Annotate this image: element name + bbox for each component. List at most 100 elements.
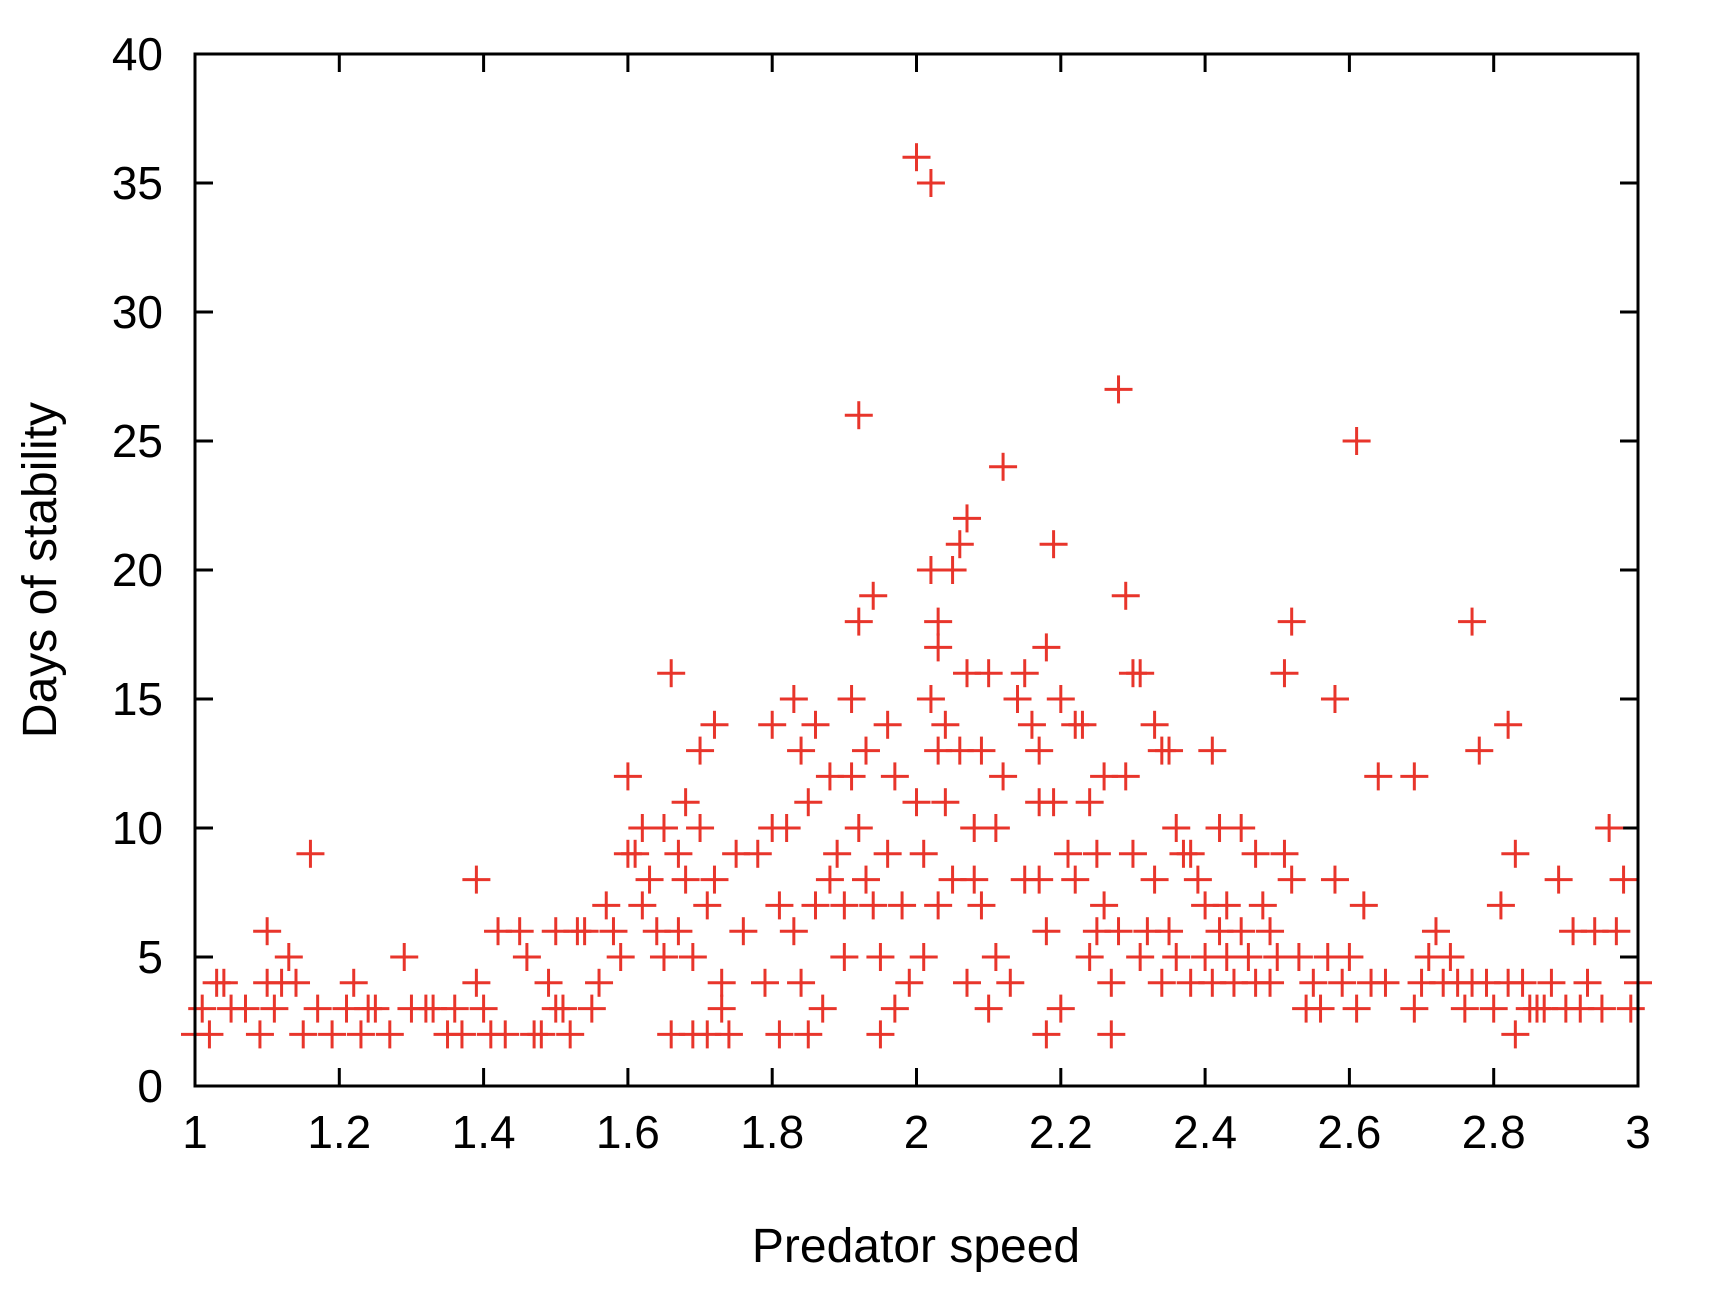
data-point xyxy=(209,968,238,997)
data-point xyxy=(1155,736,1184,765)
plot-frame xyxy=(193,52,1640,1088)
data-point xyxy=(1277,607,1306,636)
data-point xyxy=(664,839,693,868)
data-point xyxy=(1342,427,1371,455)
data-point xyxy=(844,607,873,636)
data-point xyxy=(974,994,1003,1023)
data-point xyxy=(1155,917,1184,946)
y-tick-label: 35 xyxy=(112,157,163,209)
data-point xyxy=(967,736,996,765)
data-point xyxy=(671,788,700,817)
data-point xyxy=(671,865,700,894)
data-point xyxy=(931,710,960,739)
data-point xyxy=(931,788,960,817)
data-point xyxy=(729,917,758,946)
data-point xyxy=(787,968,816,997)
data-point xyxy=(318,1020,347,1049)
data-point xyxy=(1602,917,1631,946)
data-point xyxy=(895,968,924,997)
data-point xyxy=(1616,994,1645,1023)
data-point xyxy=(1162,943,1191,971)
data-point xyxy=(707,968,736,997)
data-point xyxy=(1032,1020,1061,1049)
data-point xyxy=(1364,762,1393,791)
data-point xyxy=(866,1020,895,1049)
data-point xyxy=(1111,762,1140,791)
data-point xyxy=(996,968,1025,997)
data-point xyxy=(1140,710,1169,739)
data-point xyxy=(880,994,909,1023)
data-point xyxy=(779,685,808,713)
data-point xyxy=(981,814,1010,842)
data-point xyxy=(1147,968,1176,997)
data-point xyxy=(274,943,303,971)
data-point xyxy=(1032,633,1061,662)
data-point xyxy=(1400,994,1429,1023)
data-point xyxy=(837,762,866,791)
data-point xyxy=(1090,891,1119,920)
data-point xyxy=(1039,788,1068,817)
data-point xyxy=(924,633,953,662)
data-point xyxy=(967,891,996,920)
data-point xyxy=(1284,943,1313,971)
data-point xyxy=(1486,891,1515,920)
data-point xyxy=(1501,1020,1530,1049)
data-point xyxy=(888,891,917,920)
data-point xyxy=(1458,607,1487,636)
data-point xyxy=(1320,865,1349,894)
y-tick-label: 5 xyxy=(137,931,163,983)
data-point xyxy=(989,762,1018,791)
data-point xyxy=(714,1020,743,1049)
data-point xyxy=(1183,865,1212,894)
data-point xyxy=(1421,917,1450,946)
data-point xyxy=(902,788,931,817)
data-point xyxy=(974,659,1003,688)
data-point xyxy=(505,917,534,946)
data-point xyxy=(512,943,541,971)
data-point xyxy=(1450,994,1479,1023)
data-point xyxy=(469,994,498,1023)
data-point xyxy=(1046,994,1075,1023)
data-point xyxy=(1349,891,1378,920)
data-point xyxy=(815,865,844,894)
data-point xyxy=(808,994,837,1023)
data-point xyxy=(1198,736,1227,765)
y-tick-label: 10 xyxy=(112,802,163,854)
data-point xyxy=(801,710,830,739)
data-point xyxy=(577,994,606,1023)
data-point xyxy=(693,891,722,920)
labels-layer: 1 1.2 1.4 1.6 1.8 2 2.2 2.4 2.6 2.8 30510152025303… xyxy=(112,28,1651,1158)
data-point xyxy=(1277,865,1306,894)
data-point xyxy=(1068,710,1097,739)
data-point xyxy=(1039,530,1068,559)
data-point xyxy=(686,736,715,765)
data-point xyxy=(599,917,628,946)
x-tick-label: 1.4 xyxy=(452,1106,516,1158)
data-point xyxy=(851,736,880,765)
data-point xyxy=(1587,994,1616,1023)
y-tick-label: 25 xyxy=(112,415,163,467)
data-point xyxy=(649,814,678,842)
data-point xyxy=(794,788,823,817)
data-point xyxy=(866,943,895,971)
data-point xyxy=(1256,968,1285,997)
data-point xyxy=(678,943,707,971)
data-point xyxy=(859,891,888,920)
data-point xyxy=(1097,968,1126,997)
data-point xyxy=(1082,839,1111,868)
data-point xyxy=(339,968,368,997)
data-point xyxy=(1140,865,1169,894)
data-point xyxy=(303,994,332,1023)
data-point xyxy=(830,891,859,920)
data-point xyxy=(346,1020,375,1049)
data-point xyxy=(440,994,469,1023)
data-point xyxy=(924,891,953,920)
data-point xyxy=(750,968,779,997)
data-point xyxy=(1025,865,1054,894)
data-point xyxy=(556,1020,585,1049)
data-point xyxy=(1061,865,1090,894)
data-point xyxy=(527,1020,556,1049)
data-point xyxy=(447,1020,476,1049)
data-point xyxy=(1479,994,1508,1023)
